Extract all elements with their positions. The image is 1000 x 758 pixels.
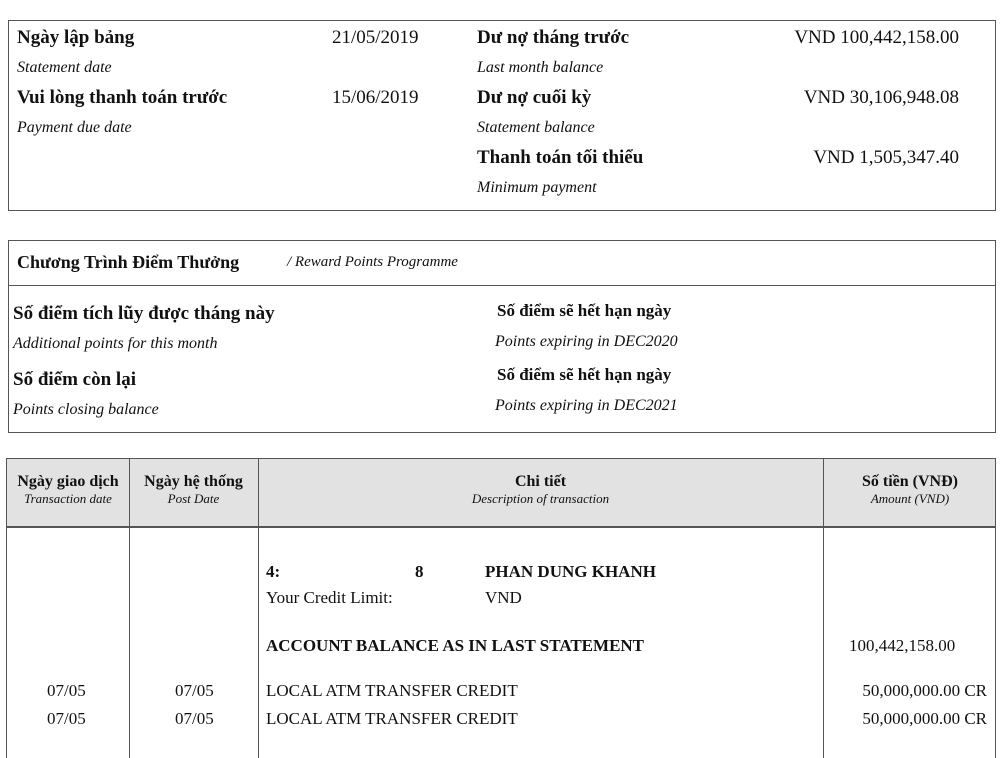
amount: 50,000,000.00 CR [862, 681, 987, 700]
additional-points-label: Số điểm tích lũy được tháng này [13, 303, 275, 324]
header-en: Post Date [167, 491, 220, 506]
rewards-title: Chương Trình Điểm Thưởng [17, 252, 240, 272]
header-vi: Ngày giao dịch [17, 473, 119, 490]
header-vi: Ngày hệ thống [144, 473, 243, 490]
card-holder: PHAN DUNG KHANH [485, 562, 656, 581]
header-en: Amount (VND) [870, 491, 950, 506]
statement-date-label: Ngày lập bảng [17, 27, 135, 48]
description: LOCAL ATM TRANSFER CREDIT [266, 709, 518, 728]
additional-points-sub: Additional points for this month [13, 335, 218, 352]
due-date-value: 15/06/2019 [332, 87, 419, 108]
card-suffix: 8 [415, 562, 424, 581]
header-vi: Chi tiết [514, 473, 567, 490]
minimum-payment-label: Thanh toán tối thiểu [477, 147, 644, 168]
transaction-date: 07/05 [47, 681, 86, 700]
expiring-2020-label: Số điểm sẽ hết hạn ngày [497, 301, 672, 320]
statement-balance-sub: Statement balance [477, 119, 595, 136]
header-post-date: Ngày hệ thống Post Date [129, 459, 258, 526]
due-date-label: Vui lòng thanh toán trước [17, 87, 228, 108]
statement-balance-label: Dư nợ cuối kỳ [477, 87, 592, 108]
expiring-2021-sub: Points expiring in DEC2021 [495, 397, 678, 414]
last-balance-value: VND 100,442,158.00 [794, 27, 959, 48]
credit-limit-label: Your Credit Limit: [266, 588, 393, 607]
statement-date-sub: Statement date [17, 59, 112, 76]
closing-points-label: Số điểm còn lại [13, 369, 136, 390]
header-en: Description of transaction [471, 491, 610, 506]
rewards-header: Chương Trình Điểm Thưởng / Reward Points… [9, 241, 995, 286]
amount: 50,000,000.00 CR [862, 709, 987, 728]
credit-limit-currency: VND [485, 588, 522, 607]
card-prefix: 4: [266, 562, 281, 581]
opening-balance-label: ACCOUNT BALANCE AS IN LAST STATEMENT [266, 636, 645, 655]
rewards-section: Chương Trình Điểm Thưởng / Reward Points… [8, 240, 996, 433]
description: LOCAL ATM TRANSFER CREDIT [266, 681, 518, 700]
last-balance-sub: Last month balance [477, 59, 604, 76]
table-header [7, 459, 995, 528]
transactions-table: Ngày giao dịch Transaction date Ngày hệ … [6, 458, 996, 758]
header-amount: Số tiền (VNĐ) Amount (VND) [823, 459, 997, 526]
expiring-2021-label: Số điểm sẽ hết hạn ngày [497, 365, 672, 384]
expiring-2020-sub: Points expiring in DEC2020 [495, 333, 678, 350]
due-date-sub: Payment due date [17, 119, 132, 136]
header-description: Chi tiết Description of transaction [258, 459, 823, 526]
minimum-payment-sub: Minimum payment [477, 179, 597, 196]
header-en: Transaction date [24, 491, 112, 506]
header-vi: Số tiền (VNĐ) [862, 473, 958, 490]
post-date: 07/05 [175, 709, 214, 728]
statement-balance-value: VND 30,106,948.08 [803, 87, 959, 108]
statement-summary: Ngày lập bảng Statement date 21/05/2019 … [8, 20, 996, 211]
statement-date-value: 21/05/2019 [332, 27, 419, 48]
header-transaction-date: Ngày giao dịch Transaction date [7, 459, 129, 526]
opening-balance-amount: 100,442,158.00 [849, 636, 956, 655]
last-balance-label: Dư nợ tháng trước [477, 27, 630, 48]
rewards-title-en: / Reward Points Programme [287, 254, 458, 270]
transaction-date: 07/05 [47, 709, 86, 728]
minimum-payment-value: VND 1,505,347.40 [813, 147, 959, 168]
post-date: 07/05 [175, 681, 214, 700]
closing-points-sub: Points closing balance [13, 401, 159, 418]
